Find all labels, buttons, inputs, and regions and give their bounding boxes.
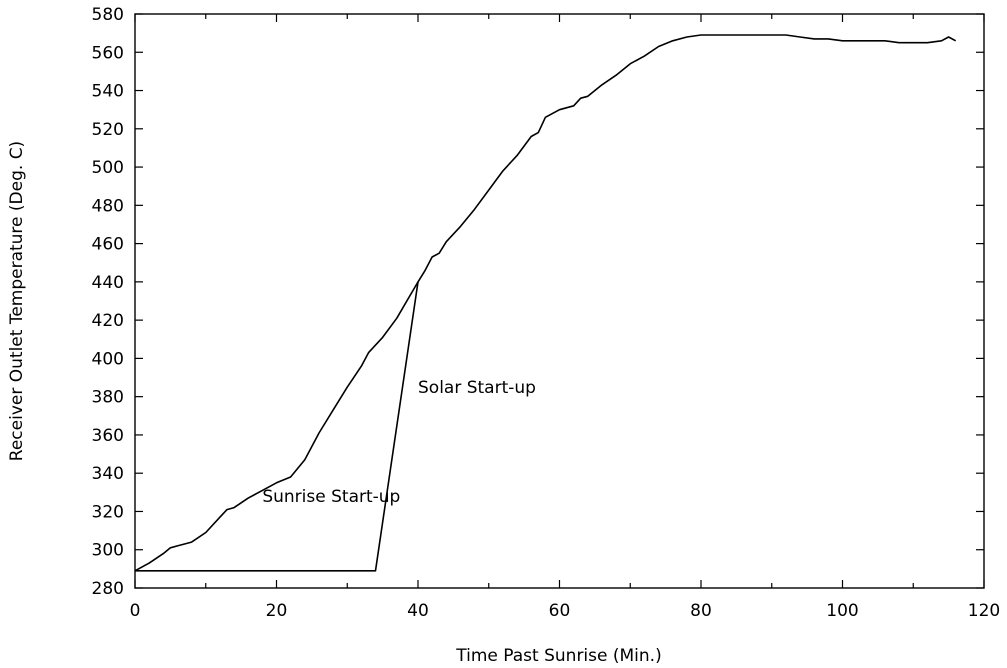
y-tick-label: 440 (92, 273, 124, 293)
x-tick-label: 80 (690, 601, 712, 621)
y-tick-label: 400 (92, 349, 124, 369)
y-tick-label: 280 (92, 579, 124, 599)
x-tick-label: 40 (407, 601, 429, 621)
y-tick-label: 480 (92, 196, 124, 216)
y-tick-label: 320 (92, 502, 124, 522)
y-tick-label: 420 (92, 311, 124, 331)
annotation-label: Sunrise Start-up (262, 487, 400, 507)
y-tick-label: 560 (92, 43, 124, 63)
annotation-label: Solar Start-up (418, 378, 536, 398)
y-tick-label: 380 (92, 388, 124, 408)
x-tick-label: 60 (549, 601, 571, 621)
y-tick-label: 580 (92, 5, 124, 25)
y-tick-label: 540 (92, 82, 124, 102)
y-tick-label: 360 (92, 426, 124, 446)
sunrise-startup-line (134, 34, 957, 572)
y-tick-label: 520 (92, 120, 124, 140)
y-tick-label: 500 (92, 158, 124, 178)
x-axis-title: Time Past Sunrise (Min.) (455, 646, 661, 666)
solar-startup-line (135, 281, 419, 572)
tick-marks (134, 13, 985, 589)
y-tick-label: 340 (92, 464, 124, 484)
y-tick-label: 460 (92, 235, 124, 255)
x-tick-label: 100 (826, 601, 858, 621)
x-tick-label: 20 (266, 601, 288, 621)
series-lines (134, 34, 957, 572)
annotations: Sunrise Start-up Solar Start-up (262, 378, 536, 507)
tick-labels: 0 20 40 60 80 100 120 280 300 320 340 360 380 400 420 4… (92, 5, 1001, 621)
y-tick-label: 300 (92, 541, 124, 561)
x-tick-label: 120 (968, 601, 1000, 621)
y-axis-title: Receiver Outlet Temperature (Deg. C) (7, 141, 27, 461)
x-tick-label: 0 (130, 601, 141, 621)
